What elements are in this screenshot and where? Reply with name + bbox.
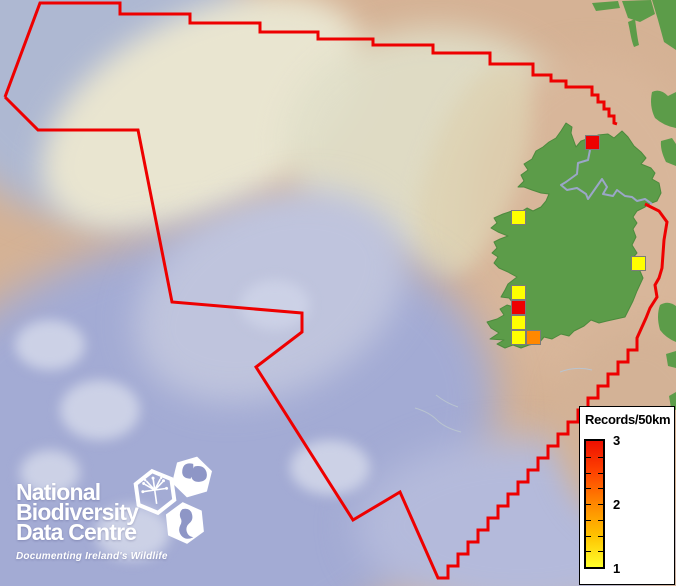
butterfly-icon — [182, 463, 207, 482]
seabed-channel — [559, 367, 593, 373]
kintyre-peninsula — [628, 19, 639, 47]
record-grid-cell[interactable] — [526, 330, 541, 345]
legend-mid-label: 2 — [613, 497, 621, 512]
biodiversity-logo-icon — [133, 456, 213, 544]
nbdc-logo: National Biodiversity Data Centre Docume… — [16, 479, 168, 563]
boundary-line-west-south — [3, 95, 669, 580]
seabed-channel — [414, 394, 462, 433]
scotland-island — [622, 0, 655, 22]
record-grid-cell[interactable] — [511, 285, 526, 300]
legend-records: Records/50km 3 2 1 — [579, 406, 675, 585]
legend-tick — [598, 535, 603, 537]
legend-tick — [586, 519, 591, 521]
wales-coast — [669, 392, 676, 410]
legend-max-label: 3 — [613, 433, 621, 448]
legend-tick — [598, 519, 603, 521]
legend-tick — [598, 472, 603, 474]
legend-color-bar — [584, 439, 605, 569]
seamount-blob — [60, 380, 140, 440]
wales-coast — [658, 302, 676, 342]
northern-ireland-border — [560, 149, 653, 205]
logo-line-1: National — [16, 479, 101, 505]
legend-tick — [598, 488, 603, 490]
legend-tick — [598, 504, 603, 505]
boundary-line-north — [3, 1, 618, 126]
legend-tick — [586, 456, 591, 458]
scotland-mainland — [652, 0, 676, 50]
record-grid-cell[interactable] — [585, 135, 600, 150]
legend-min-label: 1 — [613, 561, 621, 576]
legend-tick — [598, 551, 603, 553]
seamount-blob — [240, 280, 310, 330]
record-grid-cell[interactable] — [511, 300, 526, 315]
legend-tick — [586, 504, 591, 505]
logo-tagline: Documenting Ireland's Wildlife — [16, 551, 168, 562]
legend-title: Records/50km — [585, 412, 671, 427]
legend-tick — [586, 488, 591, 490]
dandelion-hexagon-icon — [133, 468, 177, 516]
scotland-island — [592, 1, 620, 11]
legend-tick — [586, 535, 591, 537]
scotland-rhins-coast — [660, 138, 676, 166]
legend-tick — [586, 551, 591, 553]
dandelion-icon — [141, 476, 169, 504]
legend-tick — [586, 472, 591, 474]
seamount-blob — [20, 450, 80, 495]
record-grid-cell[interactable] — [631, 256, 646, 271]
ireland-landmass — [486, 122, 662, 349]
seamount-blob — [15, 320, 85, 370]
logo-line-3: Data Centre — [16, 519, 137, 545]
record-grid-cell[interactable] — [511, 330, 526, 345]
record-grid-cell[interactable] — [511, 315, 526, 330]
logo-line-2: Biodiversity — [16, 499, 139, 525]
scotland-galloway-coast — [651, 90, 676, 128]
seahorse-icon — [179, 508, 194, 539]
record-grid-cell[interactable] — [511, 210, 526, 225]
wales-coast — [666, 351, 676, 368]
legend-tick — [598, 456, 603, 458]
